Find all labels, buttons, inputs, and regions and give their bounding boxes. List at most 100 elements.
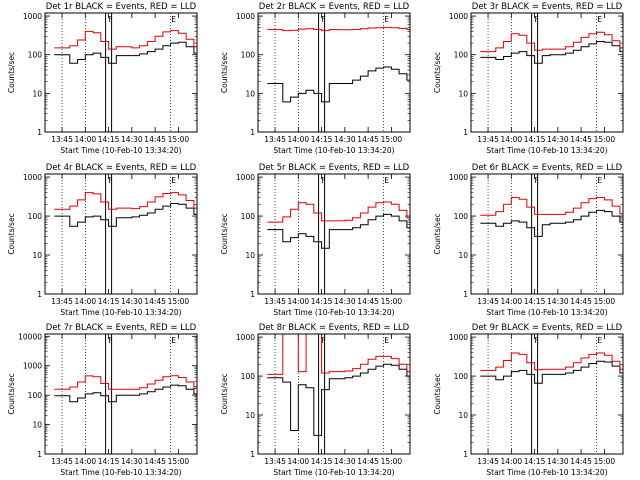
y-tick-label: 10 bbox=[458, 251, 468, 260]
y-axis-label: Counts/sec bbox=[220, 213, 229, 254]
event-marker-label: E bbox=[171, 15, 176, 24]
event-band bbox=[105, 12, 113, 133]
x-tick-label: 14:30 bbox=[547, 297, 569, 306]
x-axis-label: Start Time (10-Feb-10 13:34:20) bbox=[486, 468, 607, 477]
event-marker-label: E bbox=[384, 176, 389, 185]
x-tick-label: 14:45 bbox=[144, 457, 166, 466]
y-axis-label: Counts/sec bbox=[220, 52, 229, 93]
x-tick-label: 14:00 bbox=[288, 457, 310, 466]
event-marker-label: F bbox=[321, 15, 325, 24]
y-tick-label: 1 bbox=[463, 290, 468, 299]
x-tick-label: 14:00 bbox=[288, 135, 310, 144]
panel-title: Det 8r BLACK = Events, RED = LLD bbox=[259, 323, 410, 333]
series-events-line bbox=[480, 209, 623, 237]
x-tick-label: 15:00 bbox=[168, 297, 190, 306]
x-tick-label: 13:45 bbox=[51, 457, 73, 466]
x-tick-label: 14:15 bbox=[98, 457, 120, 466]
x-tick-label: 13:45 bbox=[51, 135, 73, 144]
x-axis-label: Start Time (10-Feb-10 13:34:20) bbox=[60, 146, 181, 155]
panel-8: Det 8r BLACK = Events, RED = LLD Counts/s… bbox=[220, 323, 411, 477]
panel-2: Det 2r BLACK = Events, RED = LLD Counts/s… bbox=[220, 2, 411, 155]
event-marker-label: F bbox=[534, 176, 538, 185]
y-tick-label: 100 bbox=[28, 391, 43, 400]
panel-title: Det 7r BLACK = Events, RED = LLD bbox=[46, 323, 197, 333]
panel-title: Det 3r BLACK = Events, RED = LLD bbox=[472, 2, 623, 12]
x-tick-label: 14:30 bbox=[547, 135, 569, 144]
x-tick-label: 14:45 bbox=[144, 297, 166, 306]
series-lld-line bbox=[54, 30, 197, 50]
y-tick-label: 1 bbox=[463, 450, 468, 459]
y-tick-label: 10 bbox=[32, 89, 42, 98]
panel-title: Det 6r BLACK = Events, RED = LLD bbox=[472, 163, 623, 173]
series-lld-line bbox=[267, 333, 410, 375]
series-lld-line bbox=[54, 192, 197, 210]
panel-title: Det 1r BLACK = Events, RED = LLD bbox=[46, 2, 197, 12]
y-tick-label: 1 bbox=[463, 128, 468, 137]
x-axis-label: Start Time (10-Feb-10 13:34:20) bbox=[486, 146, 607, 155]
y-tick-label: 100 bbox=[28, 51, 43, 60]
y-tick-label: 1000 bbox=[23, 173, 42, 182]
x-axis-label: Start Time (10-Feb-10 13:34:20) bbox=[273, 308, 394, 317]
x-tick-label: 15:00 bbox=[381, 135, 403, 144]
y-axis-label: Counts/sec bbox=[7, 373, 16, 414]
event-marker-label: F bbox=[108, 336, 112, 345]
plot-frame bbox=[257, 333, 411, 455]
x-tick-label: 14:30 bbox=[547, 457, 569, 466]
panel-7: Det 7r BLACK = Events, RED = LLD Counts/s… bbox=[7, 323, 198, 477]
y-tick-label: 1000 bbox=[449, 333, 468, 342]
panel-5: Det 5r BLACK = Events, RED = LLD Counts/s… bbox=[220, 163, 411, 317]
panel-4: Det 4r BLACK = Events, RED = LLD Counts/s… bbox=[7, 163, 198, 317]
y-axis-label: Counts/sec bbox=[220, 373, 229, 414]
event-marker-label: E bbox=[597, 15, 602, 24]
panel-title: Det 4r BLACK = Events, RED = LLD bbox=[46, 163, 197, 173]
x-axis-label: Start Time (10-Feb-10 13:34:20) bbox=[60, 468, 181, 477]
y-tick-label: 10 bbox=[32, 251, 42, 260]
event-marker-label: F bbox=[108, 176, 112, 185]
y-axis-label: Counts/sec bbox=[433, 373, 442, 414]
x-tick-label: 14:15 bbox=[524, 135, 546, 144]
y-tick-label: 10 bbox=[245, 89, 255, 98]
x-tick-label: 13:45 bbox=[477, 297, 499, 306]
x-axis-label: Start Time (10-Feb-10 13:34:20) bbox=[273, 146, 394, 155]
y-tick-label: 10000 bbox=[18, 332, 42, 341]
y-tick-label: 100 bbox=[454, 212, 469, 221]
y-axis-label: Counts/sec bbox=[433, 213, 442, 254]
x-tick-label: 14:30 bbox=[121, 457, 143, 466]
x-tick-label: 15:00 bbox=[168, 135, 190, 144]
x-tick-label: 14:45 bbox=[570, 457, 592, 466]
panel-title: Det 2r BLACK = Events, RED = LLD bbox=[259, 2, 410, 12]
series-events-line bbox=[480, 360, 623, 384]
event-band bbox=[105, 333, 113, 455]
plot-frame bbox=[470, 12, 624, 133]
plot-frame bbox=[257, 173, 411, 295]
x-tick-label: 15:00 bbox=[594, 457, 616, 466]
series-lld-line bbox=[480, 352, 623, 371]
y-tick-label: 1 bbox=[250, 290, 255, 299]
x-tick-label: 14:30 bbox=[334, 135, 356, 144]
y-tick-label: 1 bbox=[250, 450, 255, 459]
plot-frame bbox=[470, 173, 624, 295]
panel-1: Det 1r BLACK = Events, RED = LLD Counts/s… bbox=[7, 2, 198, 155]
x-tick-label: 14:45 bbox=[357, 135, 379, 144]
x-tick-label: 14:15 bbox=[98, 297, 120, 306]
x-tick-label: 14:15 bbox=[524, 297, 546, 306]
y-tick-label: 1 bbox=[37, 450, 42, 459]
series-lld-line bbox=[480, 31, 623, 53]
plot-frame bbox=[44, 12, 198, 133]
x-tick-label: 14:30 bbox=[121, 297, 143, 306]
y-tick-label: 100 bbox=[454, 51, 469, 60]
event-marker-label: E bbox=[171, 176, 176, 185]
series-events-line bbox=[480, 41, 623, 64]
x-tick-label: 13:45 bbox=[477, 457, 499, 466]
event-marker-label: E bbox=[597, 176, 602, 185]
x-tick-label: 13:45 bbox=[264, 135, 286, 144]
series-events-line bbox=[267, 363, 410, 436]
series-events-line bbox=[267, 66, 410, 103]
y-tick-label: 100 bbox=[454, 372, 469, 381]
y-tick-label: 1000 bbox=[449, 173, 468, 182]
panel-3: Det 3r BLACK = Events, RED = LLD Counts/s… bbox=[433, 2, 624, 155]
series-lld-line bbox=[480, 197, 623, 216]
y-tick-label: 10 bbox=[245, 411, 255, 420]
event-marker-label: F bbox=[108, 15, 112, 24]
series-events-line bbox=[54, 384, 197, 403]
